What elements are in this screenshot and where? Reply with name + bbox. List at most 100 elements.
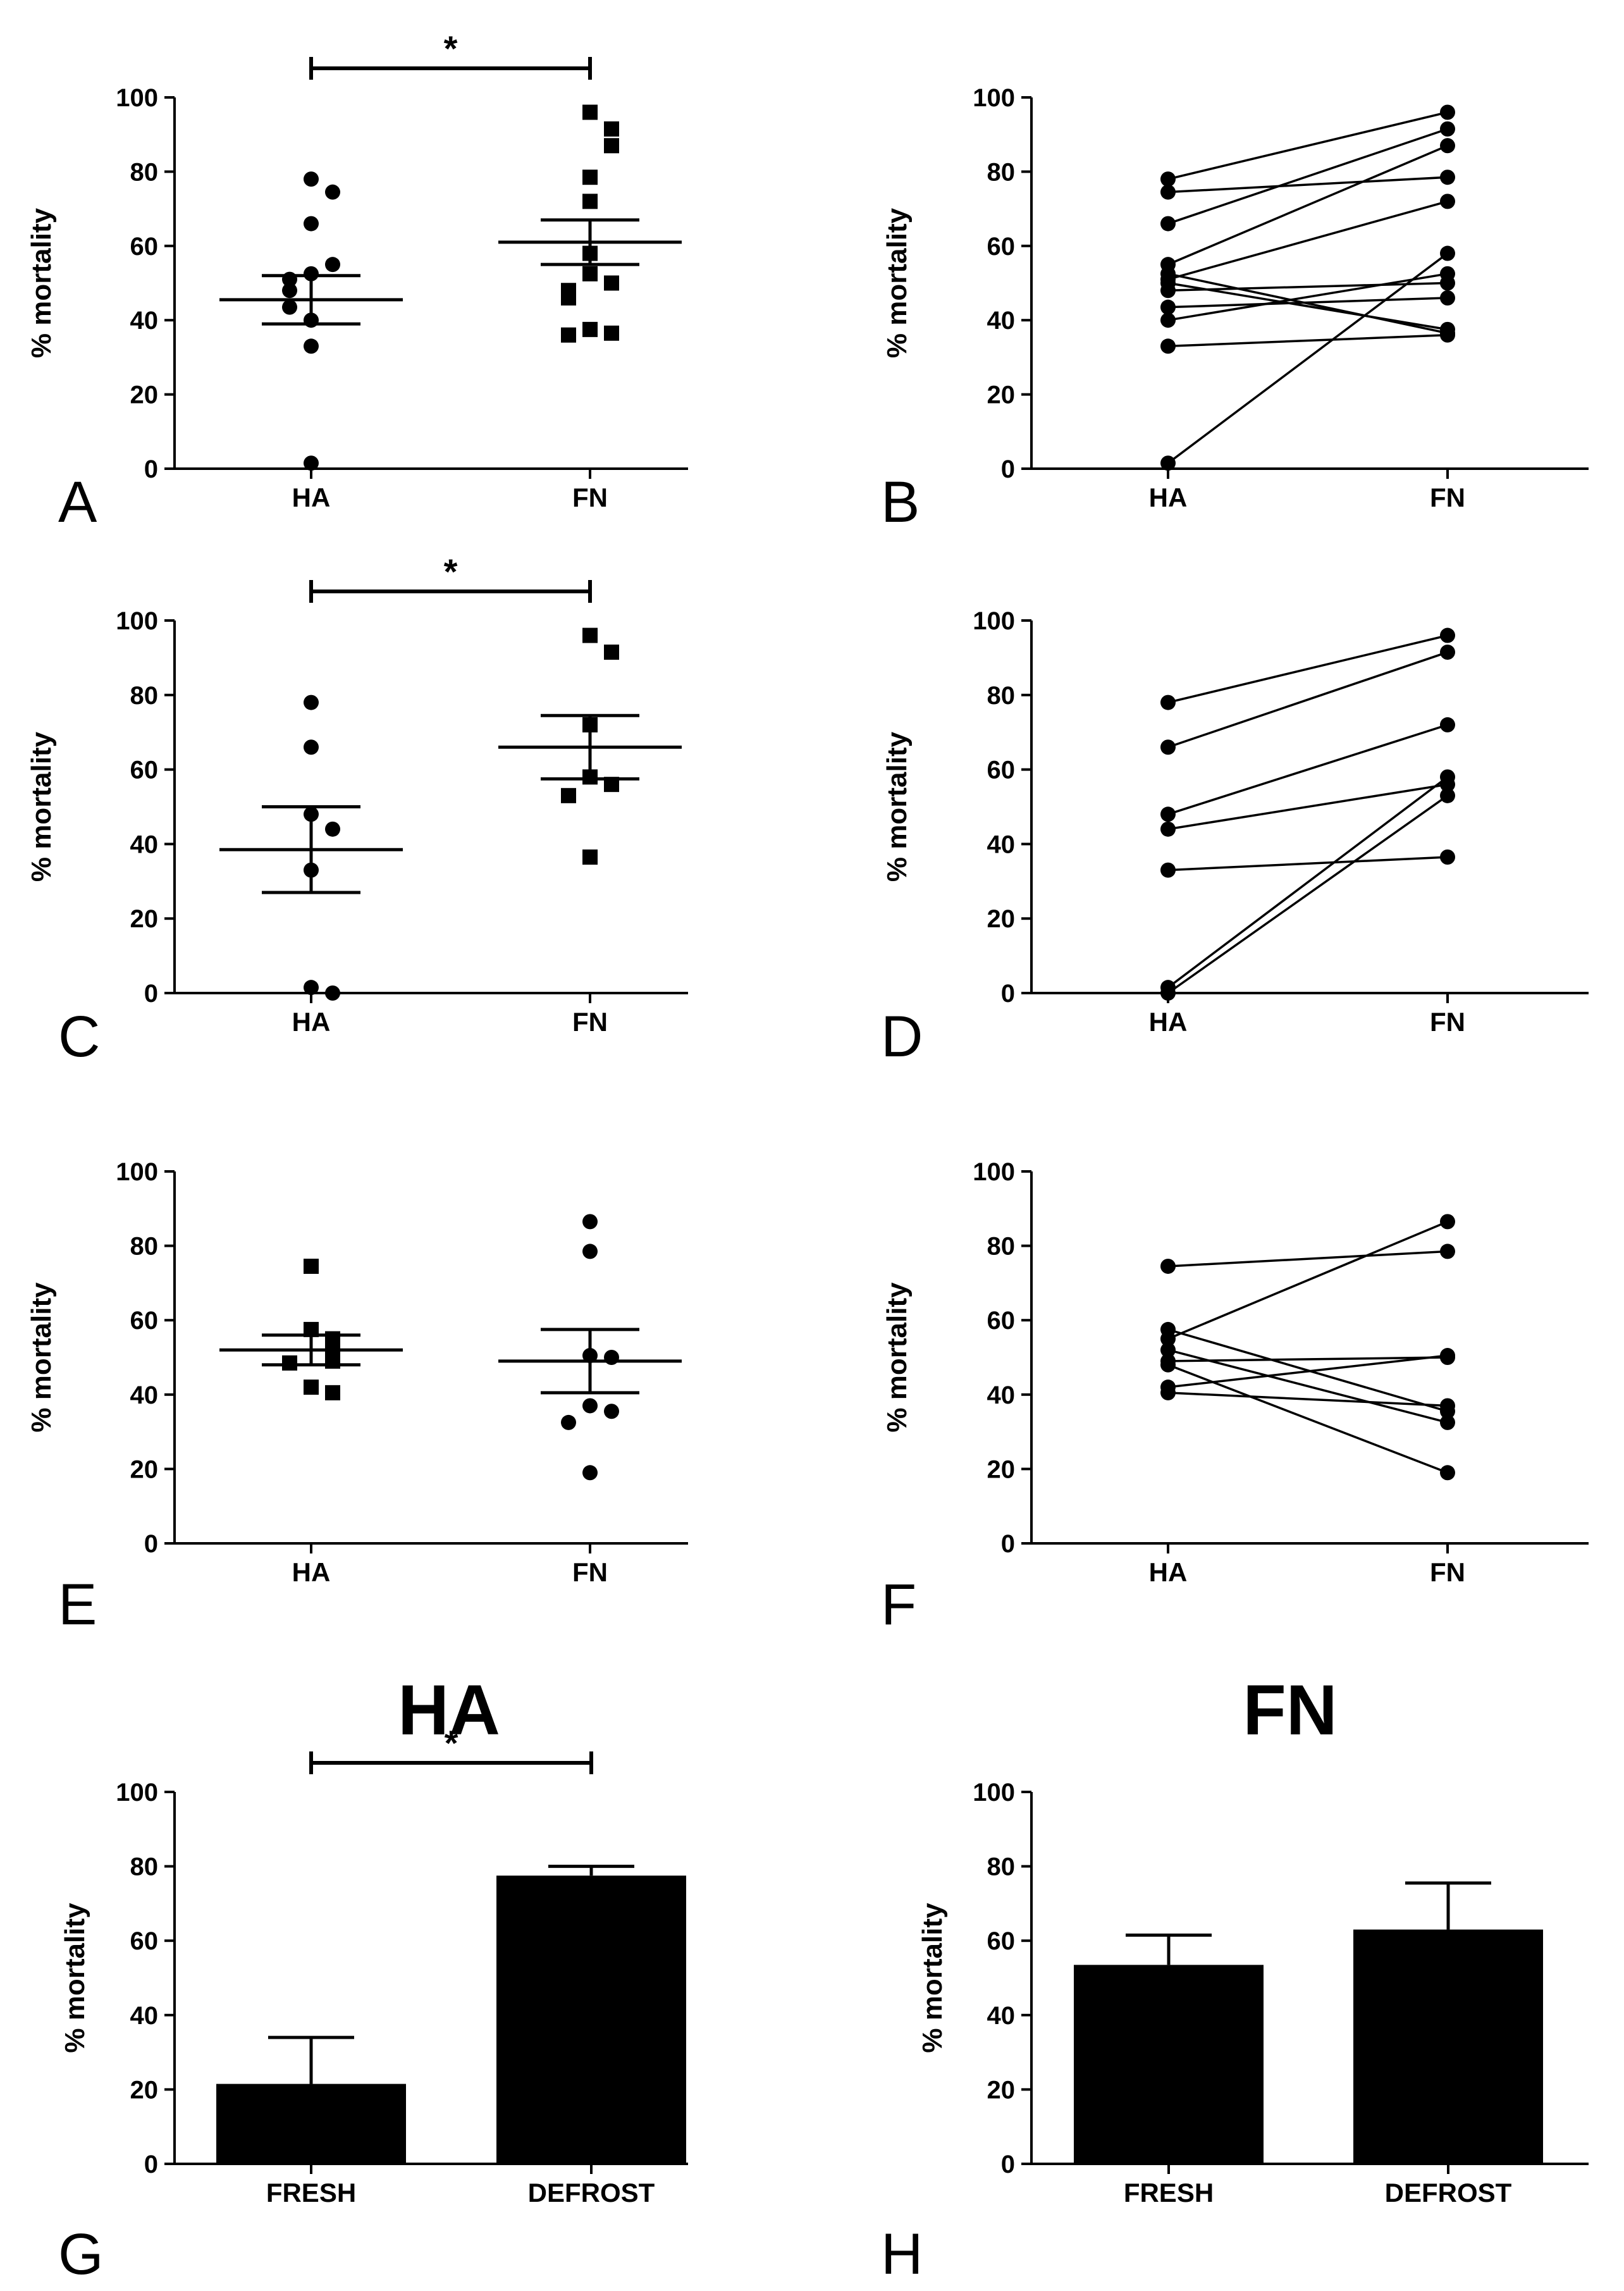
data-point-circle — [1160, 1342, 1176, 1358]
data-point-circle — [1160, 806, 1176, 822]
data-point-square — [561, 290, 576, 306]
data-point-circle — [304, 980, 319, 996]
y-tick-label: 40 — [987, 831, 1016, 858]
chart-panel-e: 0 20 40 60 80 100 HA FN % mortality E — [26, 1158, 688, 1637]
data-point-circle — [325, 985, 340, 1001]
data-point-circle — [1440, 1214, 1455, 1230]
data-point-circle — [1440, 627, 1455, 643]
y-tick-label: 80 — [987, 1233, 1016, 1261]
y-tick-label: 0 — [1001, 1530, 1015, 1558]
paired-line — [1167, 1364, 1448, 1474]
y-axis-label: % mortality — [26, 731, 57, 882]
chart-panel-c: 0 20 40 60 80 100 HA FN % mortality C * — [26, 552, 688, 1069]
data-point-circle — [1440, 266, 1455, 281]
chart-title: FN — [1243, 1670, 1337, 1750]
data-point-circle — [1160, 338, 1176, 354]
data-point-square — [582, 194, 598, 209]
data-point-square — [582, 321, 598, 337]
x-category-label: FN — [572, 1007, 608, 1037]
data-point-square — [561, 787, 576, 803]
data-point-circle — [1160, 216, 1176, 232]
paired-line — [1167, 783, 1448, 831]
y-tick-label: 20 — [130, 905, 159, 933]
x-category-label: HA — [1149, 1007, 1188, 1037]
y-tick-label: 20 — [987, 2076, 1016, 2104]
data-point-circle — [325, 184, 340, 200]
y-tick-label: 60 — [987, 1927, 1016, 1955]
data-point-circle — [304, 171, 319, 187]
bar — [1353, 1929, 1543, 2164]
x-category-label: DEFROST — [528, 2178, 655, 2208]
y-tick-label: 40 — [130, 307, 159, 335]
x-category-label: FN — [1430, 1557, 1465, 1587]
x-category-label: HA — [1149, 1557, 1188, 1587]
data-point-circle — [1160, 1258, 1176, 1274]
y-tick-label: 60 — [987, 756, 1016, 784]
data-point-circle — [1440, 717, 1455, 732]
y-tick-label: 0 — [1001, 2151, 1015, 2178]
panel-letter: D — [881, 1004, 923, 1069]
data-point-circle — [1160, 862, 1176, 878]
data-point-square — [304, 1380, 319, 1395]
data-point-circle — [1160, 299, 1176, 315]
y-tick-label: 0 — [144, 1530, 158, 1558]
data-point-circle — [1160, 1331, 1176, 1347]
paired-line — [1167, 281, 1448, 292]
y-tick-label: 40 — [130, 831, 159, 858]
y-tick-label: 40 — [130, 2002, 159, 2030]
y-tick-label: 60 — [130, 1307, 159, 1335]
paired-line — [1167, 1392, 1448, 1407]
y-tick-label: 40 — [987, 2002, 1016, 2030]
paired-line — [1167, 794, 1449, 994]
data-point-circle — [582, 1398, 598, 1414]
panel-letter: E — [58, 1572, 97, 1637]
paired-line — [1167, 200, 1448, 281]
data-point-circle — [1440, 787, 1455, 803]
y-tick-label: 100 — [116, 607, 158, 635]
data-point-circle — [1440, 121, 1455, 137]
paired-line — [1167, 634, 1448, 704]
y-axis-label: % mortality — [882, 207, 913, 358]
y-tick-label: 100 — [116, 84, 158, 112]
y-tick-label: 80 — [987, 682, 1016, 710]
data-point-square — [582, 627, 598, 643]
x-category-label: HA — [292, 1557, 331, 1587]
data-point-circle — [1440, 194, 1455, 209]
data-point-circle — [582, 1244, 598, 1259]
panel-letter: C — [58, 1004, 100, 1069]
data-point-circle — [1160, 171, 1176, 187]
data-point-circle — [325, 821, 340, 837]
significance-star: * — [445, 1723, 458, 1763]
data-point-circle — [1440, 769, 1455, 785]
bar — [216, 2084, 406, 2164]
x-category-label: HA — [1149, 483, 1188, 512]
y-tick-label: 100 — [973, 84, 1015, 112]
data-point-circle — [1160, 1357, 1176, 1373]
data-point-circle — [1160, 275, 1176, 291]
y-tick-label: 60 — [130, 756, 159, 784]
y-axis-label: % mortality — [882, 731, 913, 882]
x-category-label: HA — [292, 483, 331, 512]
data-point-circle — [561, 1414, 576, 1430]
data-point-square — [604, 325, 619, 341]
paired-line — [1167, 128, 1448, 225]
data-point-circle — [1160, 695, 1176, 710]
y-tick-label: 100 — [973, 1779, 1015, 1806]
y-axis-label: % mortality — [59, 1903, 90, 2053]
chart-panel-f: 0 20 40 60 80 100 HA FN % mortality F — [881, 1158, 1589, 1637]
data-point-square — [582, 170, 598, 185]
paired-line — [1167, 281, 1448, 331]
data-point-circle — [325, 257, 340, 273]
bar — [1074, 1965, 1264, 2164]
x-category-label: FN — [572, 483, 608, 512]
significance-star: * — [444, 552, 458, 591]
data-point-circle — [1160, 739, 1176, 755]
data-point-square — [604, 121, 619, 137]
data-point-circle — [1440, 1414, 1455, 1430]
y-tick-label: 0 — [1001, 980, 1015, 1008]
y-tick-label: 60 — [130, 233, 159, 261]
chart-panel-h: 0 20 40 60 80 100 FRESH DEFROST % mortality H FN — [881, 1670, 1589, 2287]
y-tick-label: 20 — [130, 381, 159, 409]
paired-line — [1167, 273, 1448, 321]
